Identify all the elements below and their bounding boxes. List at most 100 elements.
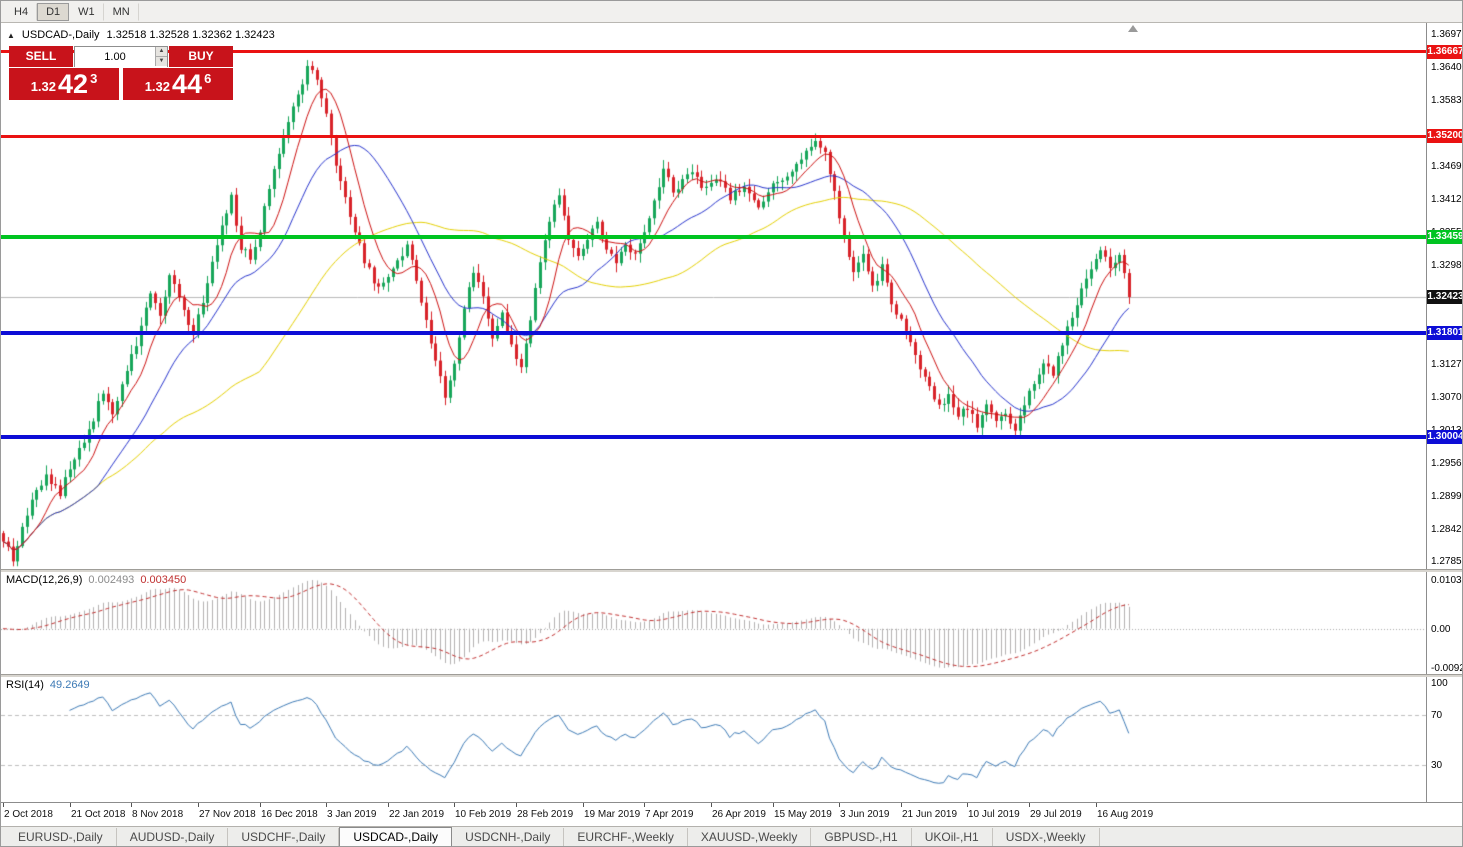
price-axis-tick: 1.32980 bbox=[1431, 259, 1462, 271]
timeframe-button-w1[interactable]: W1 bbox=[69, 2, 104, 21]
macd-axis-max: 0.010311 bbox=[1431, 575, 1462, 586]
price-level-tag: 1.35200 bbox=[1427, 129, 1463, 144]
price-level-tag: 1.33459 bbox=[1427, 230, 1463, 245]
timeframe-button-d1[interactable]: D1 bbox=[37, 2, 70, 21]
time-axis-label: 28 Feb 2019 bbox=[517, 809, 574, 820]
rsi-label: RSI(14) 49.2649 bbox=[6, 679, 90, 691]
time-axis-label: 21 Jun 2019 bbox=[902, 809, 958, 820]
sell-price-button[interactable]: 1.32 42 3 bbox=[9, 68, 119, 100]
price-level-tag: 1.30004 bbox=[1427, 429, 1463, 444]
panel-splitter[interactable] bbox=[1, 674, 1462, 677]
rsi-axis-tick: 70 bbox=[1431, 709, 1443, 721]
time-axis-tick bbox=[454, 803, 455, 807]
macd-label: MACD(12,26,9) 0.002493 0.003450 bbox=[6, 574, 186, 586]
time-axis-tick bbox=[644, 803, 645, 807]
tab-usdchf-daily[interactable]: USDCHF-,Daily bbox=[228, 828, 340, 846]
time-axis-tick bbox=[198, 803, 199, 807]
volume-spin-buttons: ▲ ▼ bbox=[155, 47, 167, 66]
time-axis-tick bbox=[70, 803, 71, 807]
time-axis-label: 22 Jan 2019 bbox=[389, 809, 445, 820]
price-level-tag: 1.36667 bbox=[1427, 44, 1463, 59]
price-axis-tick: 1.34120 bbox=[1431, 193, 1462, 205]
chart-ohlc-header: ▲ USDCAD-,Daily 1.32518 1.32528 1.32362 … bbox=[7, 29, 275, 41]
time-axis-tick bbox=[326, 803, 327, 807]
rsi-axis-tick: 100 bbox=[1431, 678, 1448, 689]
price-level-tag: 1.31801 bbox=[1427, 325, 1463, 340]
time-axis-tick bbox=[901, 803, 902, 807]
tab-eurchf-weekly[interactable]: EURCHF-,Weekly bbox=[564, 828, 688, 846]
price-level-line[interactable] bbox=[1, 331, 1426, 335]
price-axis-tick: 1.31270 bbox=[1431, 358, 1462, 370]
chart-shift-icon[interactable] bbox=[1128, 25, 1138, 32]
time-axis[interactable]: 2 Oct 2018 21 Oct 2018 8 Nov 2018 27 Nov 20… bbox=[1, 802, 1462, 826]
price-level-line[interactable] bbox=[1, 134, 1426, 138]
tab-gbpusd-h1[interactable]: GBPUSD-,H1 bbox=[811, 828, 912, 846]
time-axis-tick bbox=[1029, 803, 1030, 807]
volume-stepper: ▲ ▼ bbox=[74, 46, 168, 67]
tab-usdx-weekly[interactable]: USDX-,Weekly bbox=[993, 828, 1100, 846]
price-axis-tick: 1.28990 bbox=[1431, 490, 1462, 502]
volume-decrease-button[interactable]: ▼ bbox=[156, 57, 167, 66]
rsi-value: 49.2649 bbox=[49, 679, 90, 691]
price-level-line[interactable] bbox=[1, 235, 1426, 240]
time-axis-tick bbox=[583, 803, 584, 807]
time-axis-label: 16 Aug 2019 bbox=[1097, 809, 1154, 820]
time-axis-label: 2 Oct 2018 bbox=[4, 809, 53, 820]
timeframe-toolbar: H4 D1 W1 MN bbox=[1, 1, 1462, 23]
time-axis-tick bbox=[260, 803, 261, 807]
sell-button[interactable]: SELL bbox=[9, 46, 73, 67]
volume-input[interactable] bbox=[75, 47, 167, 67]
time-axis-tick bbox=[773, 803, 774, 807]
macd-canvas[interactable] bbox=[1, 572, 1426, 674]
macd-axis-zero: 0.00 bbox=[1431, 623, 1451, 635]
time-axis-tick bbox=[967, 803, 968, 807]
chart-ohlc-values: 1.32518 1.32528 1.32362 1.32423 bbox=[106, 29, 275, 41]
time-axis-label: 3 Jan 2019 bbox=[327, 809, 377, 820]
price-axis-tick: 1.30700 bbox=[1431, 391, 1462, 403]
chart-symbol-label: USDCAD-,Daily bbox=[21, 29, 100, 41]
price-axis-tick: 1.27850 bbox=[1431, 556, 1462, 568]
time-axis-tick bbox=[711, 803, 712, 807]
rsi-name: RSI(14) bbox=[6, 679, 44, 691]
sell-price-big: 42 bbox=[58, 69, 89, 99]
time-axis-label: 16 Dec 2018 bbox=[261, 809, 318, 820]
time-axis-label: 19 Mar 2019 bbox=[584, 809, 641, 820]
tab-usdcnh-daily[interactable]: USDCNH-,Daily bbox=[452, 828, 565, 846]
buy-price-big: 44 bbox=[172, 69, 203, 99]
collapse-triangle-icon[interactable]: ▲ bbox=[7, 30, 15, 40]
volume-increase-button[interactable]: ▲ bbox=[156, 47, 167, 57]
tab-audusd-daily[interactable]: AUDUSD-,Daily bbox=[117, 828, 229, 846]
price-axis-tick: 1.34690 bbox=[1431, 160, 1462, 172]
tab-usdcad-daily[interactable]: USDCAD-,Daily bbox=[339, 827, 453, 846]
time-axis-label: 29 Jul 2019 bbox=[1030, 809, 1082, 820]
timeframe-button-h4[interactable]: H4 bbox=[5, 2, 38, 21]
tab-ukoil-h1[interactable]: UKOil-,H1 bbox=[912, 828, 993, 846]
macd-value: 0.002493 bbox=[88, 574, 135, 586]
buy-price-button[interactable]: 1.32 44 6 bbox=[123, 68, 233, 100]
tab-xauusd-weekly[interactable]: XAUUSD-,Weekly bbox=[688, 828, 812, 846]
price-chart-canvas[interactable] bbox=[1, 23, 1426, 569]
time-axis-tick bbox=[131, 803, 132, 807]
price-axis-tick: 1.36970 bbox=[1431, 28, 1462, 40]
bid-price-tag: 1.32423 bbox=[1427, 289, 1463, 304]
price-level-line[interactable] bbox=[1, 434, 1426, 439]
rsi-axis-tick: 30 bbox=[1431, 759, 1443, 771]
rsi-canvas[interactable] bbox=[1, 677, 1426, 802]
chart-tab-bar: EURUSD-,Daily AUDUSD-,Daily USDCHF-,Daily U… bbox=[1, 826, 1462, 846]
time-axis-tick bbox=[1096, 803, 1097, 807]
buy-price-prefix: 1.32 bbox=[144, 79, 171, 94]
macd-name: MACD(12,26,9) bbox=[6, 574, 83, 586]
buy-button[interactable]: BUY bbox=[169, 46, 233, 67]
time-axis-tick bbox=[3, 803, 4, 807]
tab-eurusd-daily[interactable]: EURUSD-,Daily bbox=[5, 828, 117, 846]
time-axis-label: 26 Apr 2019 bbox=[712, 809, 766, 820]
time-axis-tick bbox=[839, 803, 840, 807]
price-level-line[interactable] bbox=[1, 50, 1426, 53]
macd-axis-min: -0.009203 bbox=[1431, 663, 1462, 674]
timeframe-button-mn[interactable]: MN bbox=[104, 2, 139, 21]
time-axis-label: 10 Jul 2019 bbox=[968, 809, 1020, 820]
time-axis-label: 7 Apr 2019 bbox=[645, 809, 694, 820]
panel-splitter[interactable] bbox=[1, 569, 1462, 572]
time-axis-label: 27 Nov 2018 bbox=[199, 809, 256, 820]
